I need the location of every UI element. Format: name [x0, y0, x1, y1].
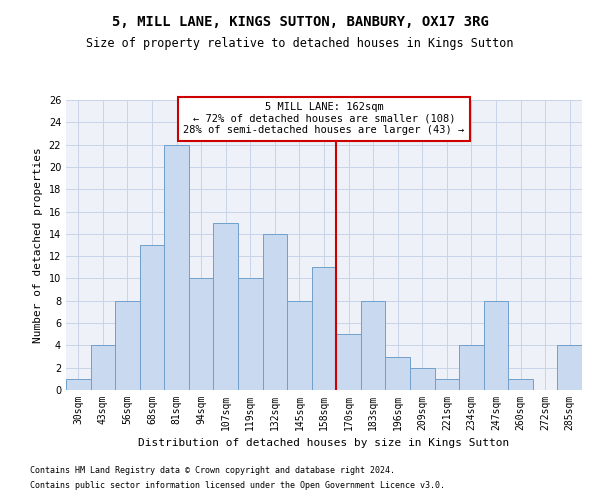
Bar — [312, 268, 336, 390]
Bar — [189, 278, 214, 390]
Bar — [410, 368, 434, 390]
Bar — [115, 301, 140, 390]
Bar — [484, 301, 508, 390]
Bar — [238, 278, 263, 390]
Bar — [287, 301, 312, 390]
Bar — [508, 379, 533, 390]
Bar — [459, 346, 484, 390]
Text: 5, MILL LANE, KINGS SUTTON, BANBURY, OX17 3RG: 5, MILL LANE, KINGS SUTTON, BANBURY, OX1… — [112, 15, 488, 29]
Bar — [557, 346, 582, 390]
Text: Size of property relative to detached houses in Kings Sutton: Size of property relative to detached ho… — [86, 38, 514, 51]
Text: Contains public sector information licensed under the Open Government Licence v3: Contains public sector information licen… — [30, 481, 445, 490]
Bar — [91, 346, 115, 390]
Bar — [361, 301, 385, 390]
Bar — [164, 144, 189, 390]
X-axis label: Distribution of detached houses by size in Kings Sutton: Distribution of detached houses by size … — [139, 438, 509, 448]
Bar — [336, 334, 361, 390]
Bar — [385, 356, 410, 390]
Bar — [434, 379, 459, 390]
Text: Contains HM Land Registry data © Crown copyright and database right 2024.: Contains HM Land Registry data © Crown c… — [30, 466, 395, 475]
Bar — [263, 234, 287, 390]
Bar — [66, 379, 91, 390]
Bar — [140, 245, 164, 390]
Bar — [214, 222, 238, 390]
Y-axis label: Number of detached properties: Number of detached properties — [33, 147, 43, 343]
Text: 5 MILL LANE: 162sqm
← 72% of detached houses are smaller (108)
28% of semi-detac: 5 MILL LANE: 162sqm ← 72% of detached ho… — [184, 102, 464, 136]
